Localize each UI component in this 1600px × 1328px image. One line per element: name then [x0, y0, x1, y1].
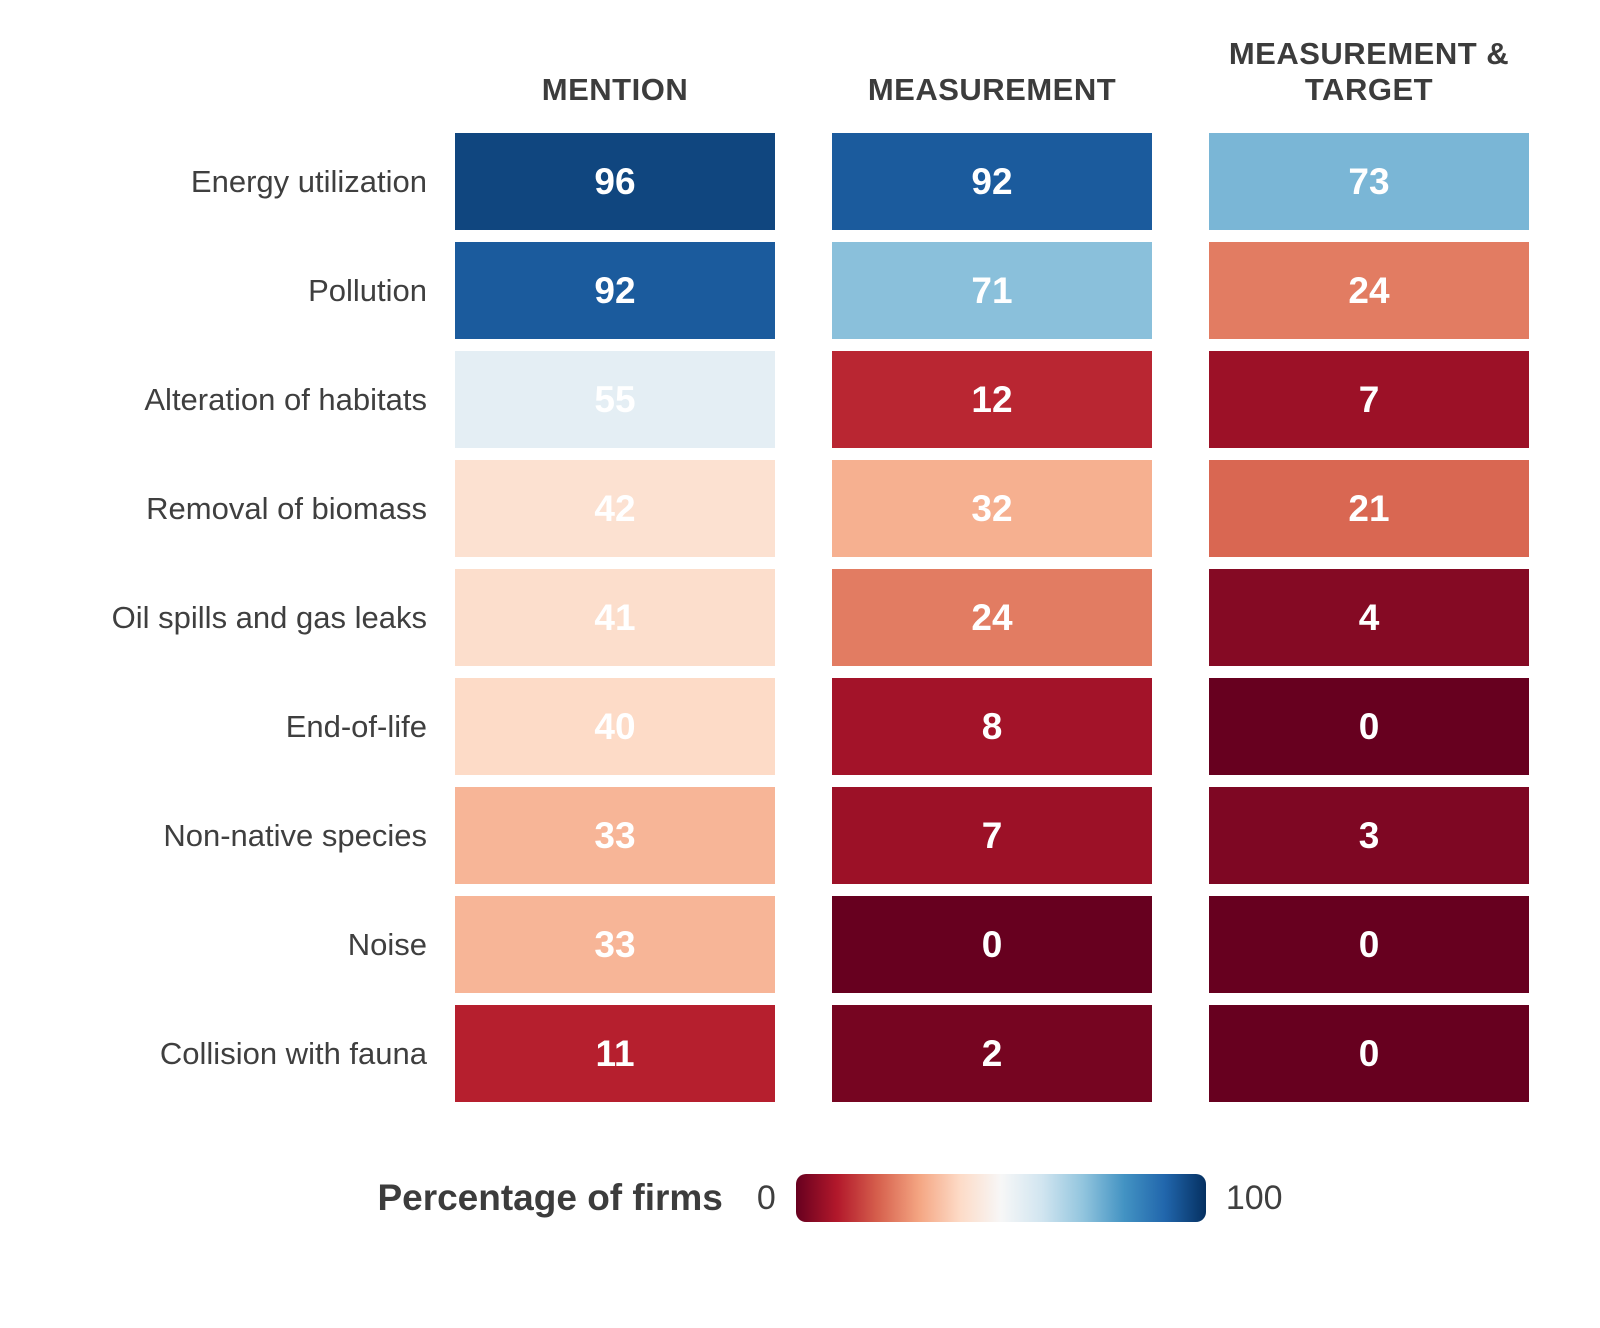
- colorbar-legend: Percentage of firms 0 100: [0, 1174, 1600, 1223]
- heatmap-cell-r3-c2: 12: [832, 351, 1152, 449]
- row-label-8: Noise: [347, 926, 427, 962]
- heatmap-cell-r1-c2: 92: [832, 133, 1152, 231]
- column-header-measurement-target: MEASUREMENT & TARGET: [1228, 36, 1510, 107]
- heatmap-cell-r1-c3: 73: [1209, 133, 1529, 231]
- heatmap-cell-r8-c3: 0: [1209, 896, 1529, 994]
- heatmap-cell-r2-c1: 92: [455, 242, 775, 340]
- heatmap-cell-r2-c2: 71: [832, 242, 1152, 340]
- row-label-3: Alteration of habitats: [144, 381, 427, 417]
- heatmap-cell-r8-c1: 33: [455, 896, 775, 994]
- row-label-6: End-of-life: [285, 708, 427, 744]
- heatmap-cell-r9-c3: 0: [1209, 1005, 1529, 1103]
- heatmap-cell-r3-c1: 55: [455, 351, 775, 449]
- row-label-9: Collision with fauna: [159, 1035, 427, 1071]
- heatmap-cell-r4-c3: 21: [1209, 460, 1529, 558]
- heatmap-cell-r4-c1: 42: [455, 460, 775, 558]
- legend-min-tick: 0: [756, 1178, 776, 1217]
- heatmap-cell-r9-c2: 2: [832, 1005, 1152, 1103]
- column-header-measurement: MEASUREMENT: [867, 71, 1117, 107]
- header-spacer: [0, 36, 455, 107]
- heatmap-cell-r5-c3: 4: [1209, 569, 1529, 667]
- heatmap-cell-r1-c1: 96: [455, 133, 775, 231]
- heatmap-cell-r2-c3: 24: [1209, 242, 1529, 340]
- legend-max-tick: 100: [1225, 1178, 1283, 1217]
- heatmap-cell-r7-c3: 3: [1209, 787, 1529, 885]
- row-label-4: Removal of biomass: [146, 490, 427, 526]
- row-label-5: Oil spills and gas leaks: [111, 599, 427, 635]
- heatmap-cell-r8-c2: 0: [832, 896, 1152, 994]
- heatmap-cell-r6-c3: 0: [1209, 678, 1529, 776]
- heatmap-cell-r5-c1: 41: [455, 569, 775, 667]
- row-label-2: Pollution: [308, 272, 427, 308]
- column-header-mention: MENTION: [541, 71, 689, 107]
- heatmap-cell-r4-c2: 32: [832, 460, 1152, 558]
- legend-title: Percentage of firms: [377, 1177, 723, 1219]
- row-label-7: Non-native species: [163, 817, 427, 853]
- heatmap-cell-r3-c3: 7: [1209, 351, 1529, 449]
- heatmap-grid: Energy utilization 96 92 73 Pollution 92 71 24 A…: [0, 133, 1600, 1103]
- row-label-1: Energy utilization: [190, 163, 427, 199]
- heatmap-cell-r6-c1: 40: [455, 678, 775, 776]
- heatmap-cell-r5-c2: 24: [832, 569, 1152, 667]
- column-headers: MENTION MEASUREMENT MEASUREMENT & TARGET: [0, 36, 1600, 107]
- colorbar-gradient: [795, 1174, 1206, 1223]
- heatmap-cell-r6-c2: 8: [832, 678, 1152, 776]
- heatmap-cell-r7-c2: 7: [832, 787, 1152, 885]
- heatmap-cell-r7-c1: 33: [455, 787, 775, 885]
- heatmap-cell-r9-c1: 11: [455, 1005, 775, 1103]
